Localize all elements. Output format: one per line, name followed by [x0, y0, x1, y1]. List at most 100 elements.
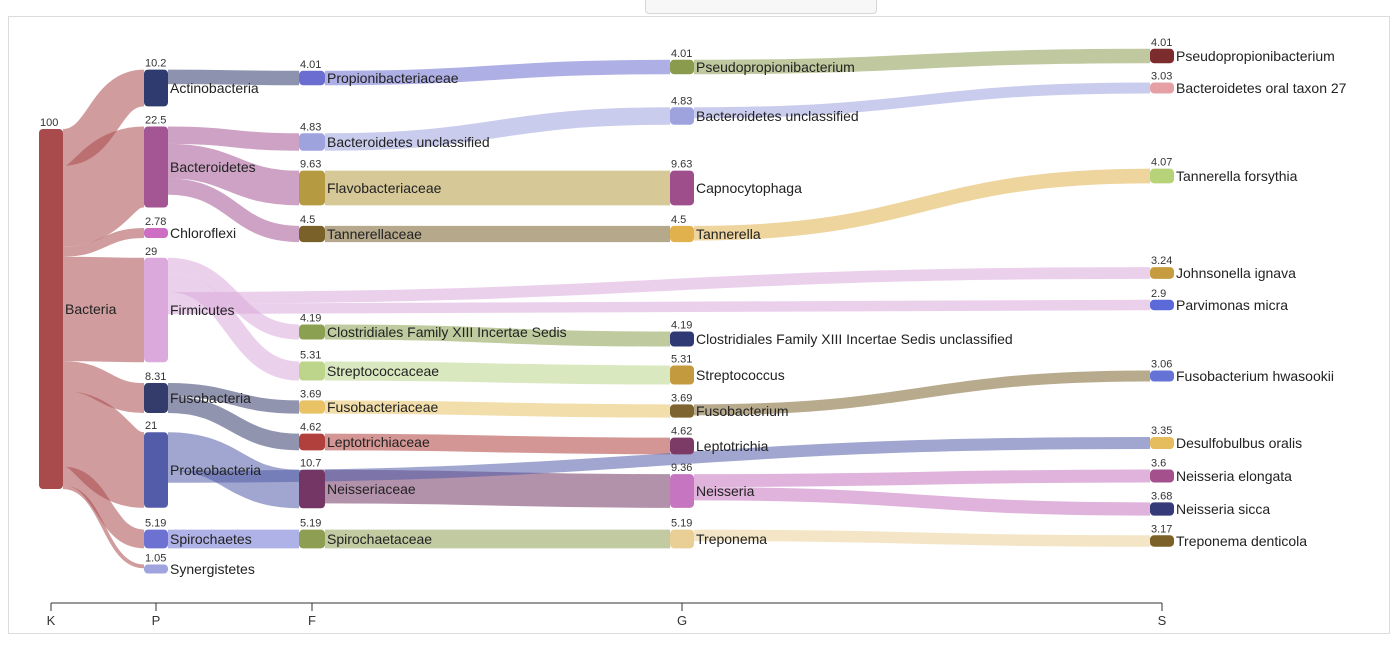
node-label-pseudopropionibacterium_s: Pseudopropionibacterium [1176, 48, 1335, 64]
link-bacteria-to-spirochaetes[interactable] [61, 466, 146, 549]
link-firmicutes-to-streptococcaceae[interactable] [167, 272, 300, 381]
node-label-leptotrichiaceae: Leptotrichiaceae [327, 434, 430, 450]
node-neisseria[interactable] [670, 474, 694, 508]
node-label-spirochaetaceae: Spirochaetaceae [327, 531, 432, 547]
node-treponema[interactable] [670, 529, 694, 549]
node-fusobacteria[interactable] [144, 383, 168, 413]
link-neisseriaceae-to-neisseria[interactable] [324, 469, 671, 508]
node-value-tannerella: 4.5 [671, 214, 686, 226]
node-value-proteobacteria: 21 [145, 420, 157, 432]
link-propionibacteriaceae-to-pseudopropionibacterium_g[interactable] [324, 59, 671, 86]
node-johnsonella_ignava[interactable] [1150, 267, 1174, 279]
node-label-proteobacteria: Proteobacteria [170, 462, 261, 478]
node-bacteria[interactable] [39, 129, 63, 489]
link-proteobacteria-to-desulfobulbus_oralis[interactable] [167, 436, 1151, 483]
node-neisseriaceae[interactable] [299, 469, 325, 509]
node-value-spirochaetes: 5.19 [145, 518, 166, 530]
node-streptococcus[interactable] [670, 365, 694, 385]
link-fusobacterium-to-fusobacterium_hwasookii[interactable] [693, 370, 1151, 416]
node-value-fusobacterium: 3.69 [671, 392, 692, 404]
node-neisseria_elongata[interactable] [1150, 469, 1174, 483]
link-fusobacteria-to-fusobacteriaceae[interactable] [167, 383, 300, 414]
node-fusobacterium_hwasookii[interactable] [1150, 370, 1174, 382]
node-streptococcaceae[interactable] [299, 361, 325, 381]
node-bacteroidetes[interactable] [144, 126, 168, 208]
node-value-capnocytophaga: 9.63 [671, 159, 692, 171]
node-propionibacteriaceae[interactable] [299, 70, 325, 86]
node-value-pseudopropionibacterium_s: 4.01 [1151, 37, 1172, 49]
link-bacteria-to-actinobacteria[interactable] [60, 69, 147, 166]
node-actinobacteria[interactable] [144, 69, 168, 107]
node-tannerellaceae[interactable] [299, 225, 325, 243]
node-firmicutes[interactable] [144, 257, 168, 363]
link-bacteria-to-fusobacteria[interactable] [62, 361, 145, 413]
link-fusobacteriaceae-to-fusobacterium[interactable] [324, 400, 671, 418]
node-desulfobulbus_oralis[interactable] [1150, 436, 1174, 450]
link-neisseria-to-neisseria_elongata[interactable] [693, 469, 1151, 488]
node-value-propionibacteriaceae: 4.01 [300, 59, 321, 71]
link-proteobacteria-to-neisseriaceae[interactable] [167, 432, 300, 509]
link-bacteroidetes_unclassified_f-to-bacteroidetes_unclassified_g[interactable] [324, 107, 671, 151]
node-synergistetes[interactable] [144, 564, 168, 574]
node-treponema_denticola[interactable] [1150, 535, 1174, 547]
link-pseudopropionibacterium_g-to-pseudopropionibacterium_s[interactable] [693, 48, 1151, 75]
link-bacteria-to-synergistetes[interactable] [62, 485, 145, 569]
link-firmicutes-to-johnsonella_ignava[interactable] [167, 267, 1151, 304]
link-firmicutes-to-parvimonas_micra[interactable] [167, 299, 1151, 315]
node-spirochaetes[interactable] [144, 529, 168, 549]
rank-tick-label-G: G [677, 613, 687, 628]
node-label-tannerella_forsythia: Tannerella forsythia [1176, 168, 1298, 184]
node-tannerella_forsythia[interactable] [1150, 168, 1174, 184]
link-bacteria-to-firmicutes[interactable] [62, 256, 145, 363]
node-label-synergistetes: Synergistetes [170, 561, 255, 577]
link-bacteria-to-bacteroidetes[interactable] [59, 126, 148, 247]
node-bacteroidetes_unclassified_g[interactable] [670, 107, 694, 125]
link-actinobacteria-to-propionibacteriaceae[interactable] [167, 69, 300, 86]
link-clostridiales_f-to-clostridiales_g[interactable] [324, 324, 671, 347]
node-value-synergistetes: 1.05 [145, 553, 166, 565]
node-clostridiales_f[interactable] [299, 324, 325, 340]
node-chloroflexi[interactable] [144, 227, 168, 239]
top-dropdown-control[interactable] [645, 0, 877, 14]
node-label-fusobacterium_hwasookii: Fusobacterium hwasookii [1176, 368, 1334, 384]
link-bacteroidetes-to-tannerellaceae[interactable] [167, 178, 300, 243]
link-bacteria-to-chloroflexi[interactable] [62, 227, 145, 257]
link-treponema-to-treponema_denticola[interactable] [693, 529, 1151, 547]
node-fusobacterium[interactable] [670, 404, 694, 418]
link-leptotrichiaceae-to-leptotrichia[interactable] [324, 433, 671, 455]
node-label-desulfobulbus_oralis: Desulfobulbus oralis [1176, 435, 1302, 451]
node-pseudopropionibacterium_g[interactable] [670, 59, 694, 75]
link-streptococcaceae-to-streptococcus[interactable] [324, 361, 671, 385]
node-bacteroidetes_unclassified_f[interactable] [299, 133, 325, 151]
link-tannerella-to-tannerella_forsythia[interactable] [693, 168, 1151, 241]
node-value-tannerella_forsythia: 4.07 [1151, 157, 1172, 169]
link-fusobacteria-to-leptotrichiaceae[interactable] [167, 396, 300, 451]
node-tannerella[interactable] [670, 225, 694, 243]
node-label-chloroflexi: Chloroflexi [170, 225, 236, 241]
node-label-bacteroidetes_unclassified_f: Bacteroidetes unclassified [327, 134, 490, 150]
node-capnocytophaga[interactable] [670, 170, 694, 206]
node-fusobacteriaceae[interactable] [299, 400, 325, 414]
node-value-tannerellaceae: 4.5 [300, 214, 315, 226]
link-neisseria-to-neisseria_sicca[interactable] [693, 487, 1151, 516]
link-bacteria-to-proteobacteria[interactable] [59, 391, 148, 508]
node-leptotrichia[interactable] [670, 437, 694, 455]
node-label-fusobacteria: Fusobacteria [170, 390, 251, 406]
node-leptotrichiaceae[interactable] [299, 433, 325, 451]
node-bacteroidetes_oral_taxon[interactable] [1150, 82, 1174, 94]
node-value-bacteria: 100 [40, 117, 58, 129]
node-neisseria_sicca[interactable] [1150, 502, 1174, 516]
node-value-bacteroidetes: 22.5 [145, 115, 166, 127]
node-flavobacteriaceae[interactable] [299, 170, 325, 206]
node-parvimonas_micra[interactable] [1150, 299, 1174, 311]
node-clostridiales_g[interactable] [670, 331, 694, 347]
link-bacteroidetes-to-bacteroidetes_unclassified_f[interactable] [167, 126, 300, 151]
link-bacteroidetes_unclassified_g-to-bacteroidetes_oral_taxon[interactable] [693, 82, 1151, 119]
node-pseudopropionibacterium_s[interactable] [1150, 48, 1174, 64]
node-spirochaetaceae[interactable] [299, 529, 325, 549]
node-proteobacteria[interactable] [144, 432, 168, 508]
link-bacteroidetes-to-flavobacteriaceae[interactable] [167, 143, 300, 206]
node-value-leptotrichia: 4.62 [671, 426, 692, 438]
node-value-neisseriaceae: 10.7 [300, 458, 321, 470]
